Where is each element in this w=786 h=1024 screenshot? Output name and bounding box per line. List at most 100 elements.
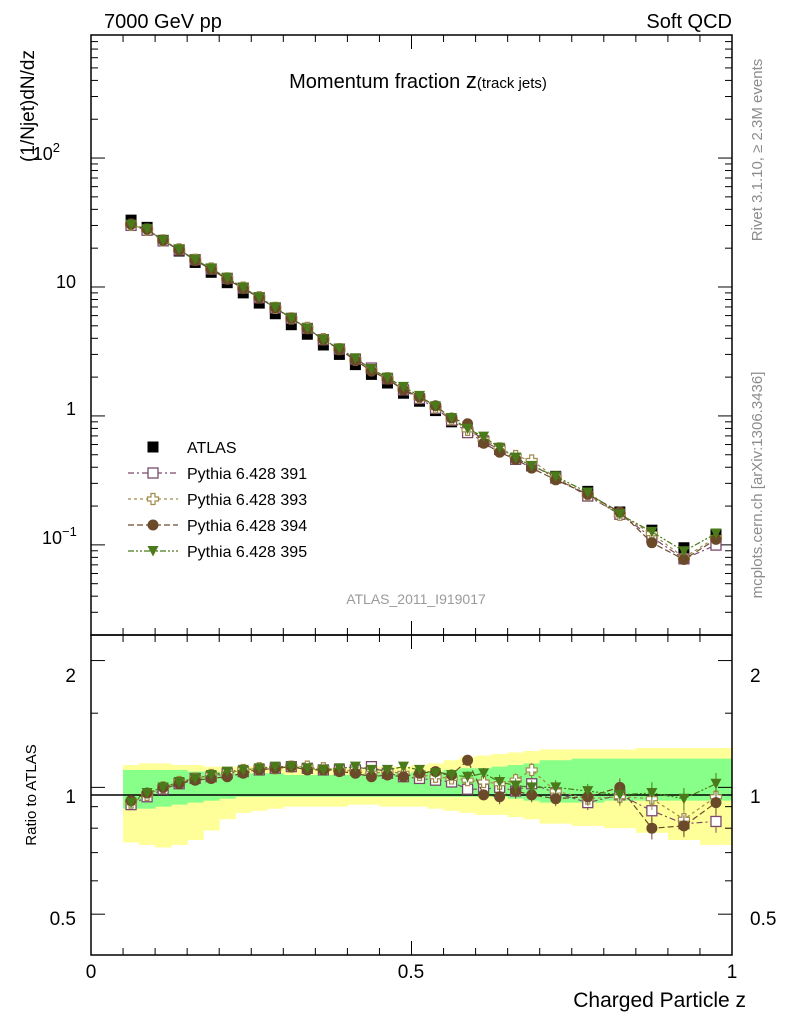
legend-marker — [147, 441, 159, 453]
legend-marker — [146, 492, 160, 506]
legend-label: Pythia 6.428 391 — [187, 466, 307, 483]
ratio-point — [462, 771, 474, 783]
ratio-point — [550, 782, 562, 793]
main-point — [582, 487, 594, 498]
title-main-text: Momentum fraction — [289, 71, 466, 93]
main-series-group — [124, 214, 723, 566]
ratio-point — [477, 775, 490, 789]
inner-band-bin — [331, 774, 348, 797]
ratio-point — [582, 786, 594, 797]
legend-label: Pythia 6.428 395 — [187, 544, 307, 561]
atlas-point — [285, 319, 297, 331]
main-line-2 — [130, 224, 717, 559]
main-point — [462, 423, 474, 435]
main-point — [494, 442, 506, 454]
ratio-point — [462, 754, 474, 766]
main-point — [301, 323, 313, 334]
legend-label: ATLAS — [187, 440, 237, 457]
ratio-point — [414, 764, 426, 776]
ratio-point — [317, 764, 329, 776]
ratio-point — [157, 782, 169, 793]
ratio-point — [397, 771, 409, 783]
ratio-point — [269, 761, 281, 773]
ratio-point — [285, 761, 297, 773]
ratio-ytick-left-0.5: 0.5 — [50, 909, 76, 930]
main-point — [269, 302, 281, 313]
main-point — [526, 460, 538, 472]
inner-band-bin — [235, 773, 252, 797]
ratio-ytick-right-0.5: 0.5 — [750, 909, 776, 930]
xaxis-label: Charged Particle z — [573, 989, 746, 1012]
ratio-point — [173, 776, 185, 788]
ratio-ytick-left-2: 2 — [65, 666, 76, 687]
main-point — [710, 528, 722, 540]
main-point — [646, 526, 658, 538]
ratio-ytick-right-1: 1 — [750, 787, 761, 808]
ratio-point — [221, 766, 233, 778]
main-point — [510, 452, 522, 464]
ratio-point — [710, 815, 722, 828]
ratio-point — [526, 782, 538, 793]
ratio-point — [253, 763, 265, 774]
main-point — [141, 224, 153, 235]
ratio-point — [478, 789, 490, 801]
main-point — [157, 235, 169, 246]
ratio-point — [646, 787, 658, 799]
inner-band-bin — [283, 774, 300, 797]
ratio-point — [125, 797, 137, 809]
main-point — [253, 292, 265, 303]
main-point — [430, 401, 442, 412]
ratio-point — [494, 791, 506, 803]
inner-band-bin — [299, 774, 316, 797]
inner-band-bin — [267, 773, 284, 797]
axis-ticks — [90, 34, 733, 955]
main-point — [349, 353, 361, 364]
main-point — [317, 334, 329, 346]
header-left: 7000 GeV pp — [104, 11, 222, 33]
legend-label: Pythia 6.428 394 — [187, 518, 307, 535]
ratio-point — [646, 822, 658, 834]
mcplots-text: mcplots.cern.ch [arXiv:1306.3436] — [749, 372, 766, 599]
main-point — [710, 533, 722, 545]
main-ylabel: (1/Njet)dN/dz — [18, 50, 39, 162]
main-line-4 — [130, 224, 717, 552]
main-point — [446, 413, 458, 424]
ratio-point — [365, 771, 377, 783]
main-point — [221, 272, 233, 284]
legend-marker — [147, 546, 159, 557]
ratio-point — [614, 789, 626, 801]
main-point — [478, 437, 490, 449]
main-point — [478, 431, 490, 443]
inner-band-bin — [347, 774, 364, 797]
legend-label: Pythia 6.428 393 — [187, 492, 307, 509]
analysis-tag: ATLAS_2011_I919017 — [346, 591, 486, 607]
ratio-point — [550, 793, 562, 805]
inner-band-bin — [251, 773, 268, 797]
rivet-version-text: Rivet 3.1.10, ≥ 2.3M events — [749, 59, 766, 242]
main-point — [381, 372, 393, 384]
title-z-text: z — [466, 68, 477, 93]
ratio-point — [365, 764, 377, 776]
ratio-point — [141, 787, 153, 799]
ratio-point — [446, 769, 458, 781]
title-sub-text: (track jets) — [477, 75, 547, 92]
ratio-point — [510, 780, 522, 792]
xtick-label-1: 1 — [727, 962, 738, 983]
main-point — [646, 537, 658, 549]
xtick-label-0.5: 0.5 — [398, 962, 424, 983]
ratio-point — [349, 767, 361, 779]
ratio-point — [189, 773, 201, 784]
ratio-point — [397, 761, 409, 773]
ratio-series-group — [124, 754, 723, 840]
ratio-ytick-left-1: 1 — [65, 787, 76, 808]
main-point — [397, 381, 409, 393]
ratio-point — [381, 764, 393, 776]
legend-marker — [147, 467, 159, 479]
main-point — [614, 509, 626, 520]
xtick-label-0: 0 — [86, 962, 97, 983]
main-point — [125, 219, 137, 231]
ratio-point — [525, 763, 538, 777]
main-point — [678, 554, 690, 566]
legend: ATLAS Pythia 6.428 391 Pythia 6.428 393 Pyt… — [128, 440, 307, 561]
